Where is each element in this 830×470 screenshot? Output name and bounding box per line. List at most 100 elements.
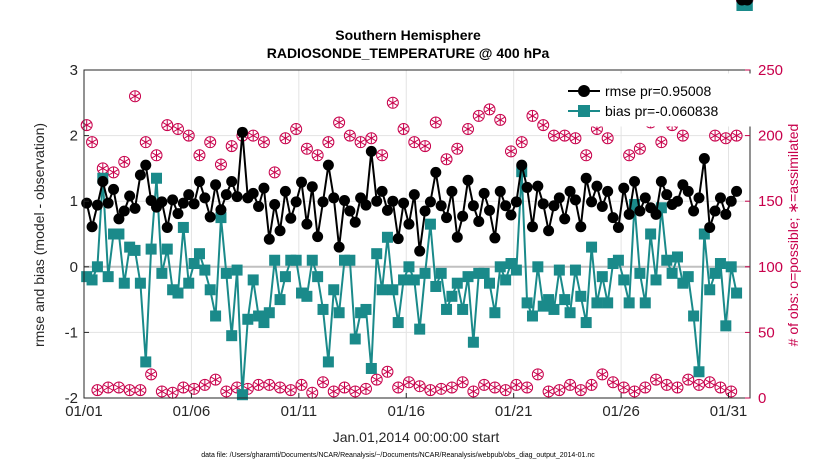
obs-assimilated-marker: [356, 137, 366, 148]
obs-assimilated-stroke: [372, 376, 382, 383]
obs-possible-marker: [134, 384, 147, 397]
bias-point: [731, 287, 743, 299]
obs-assimilated-stroke: [173, 126, 183, 132]
bias-point: [199, 264, 211, 276]
bias-point: [365, 362, 377, 374]
rmse-point: [473, 216, 485, 228]
rmse-point: [484, 204, 496, 216]
rmse-point: [210, 179, 222, 191]
obs-assimilated-marker: [608, 377, 618, 388]
obs-assimilated-marker: [495, 114, 505, 125]
rmse-point: [671, 195, 683, 207]
obs-possible-marker: [655, 136, 668, 149]
rmse-point: [328, 192, 340, 204]
bias-point: [414, 323, 426, 335]
bias-point: [306, 254, 318, 266]
obs-assimilated-stroke: [694, 381, 704, 388]
obs-assimilated-marker: [253, 379, 264, 390]
rmse-point: [193, 176, 205, 188]
obs-assimilated-stroke: [506, 148, 516, 155]
obs-assimilated-stroke: [366, 135, 376, 142]
chart-subtitle: RADIOSONDE_TEMPERATURE @ 400 hPa: [267, 45, 550, 61]
obs-possible-marker: [725, 385, 738, 398]
chart-title: Southern Hemisphere: [335, 27, 481, 43]
bias-point: [253, 310, 265, 322]
obs-possible-marker: [456, 376, 469, 389]
rmse-point: [156, 196, 168, 208]
y-tick-label: -1: [65, 324, 78, 341]
obs-possible-marker: [607, 376, 620, 389]
obs-assimilated-stroke: [184, 132, 194, 139]
bias-point: [231, 264, 243, 276]
rmse-point: [714, 192, 726, 204]
x-tick-label: 01/31: [710, 403, 748, 420]
rmse-point: [387, 195, 399, 207]
obs-assimilated-stroke: [597, 371, 607, 378]
bias-point: [403, 261, 415, 273]
obs-assimilated-marker: [570, 133, 581, 144]
obs-assimilated-stroke: [151, 152, 162, 159]
obs-possible-marker: [682, 373, 695, 386]
obs-assimilated-stroke: [221, 388, 231, 395]
bias-point: [269, 254, 281, 266]
bias-point: [602, 297, 614, 309]
bias-point: [618, 274, 630, 286]
obs-assimilated-marker: [302, 143, 312, 154]
obs-assimilated-marker: [103, 382, 113, 393]
obs-possible-marker: [515, 136, 528, 149]
rmse-point: [215, 204, 227, 216]
bias-point: [172, 287, 184, 299]
obs-assimilated-stroke: [463, 126, 473, 132]
obs-assimilated-stroke: [270, 169, 280, 176]
obs-possible-marker: [118, 155, 131, 168]
rmse-point: [731, 185, 743, 197]
rmse-point: [494, 185, 506, 197]
obs-possible-marker: [531, 368, 544, 381]
bias-point: [526, 310, 538, 322]
obs-possible-marker: [730, 129, 743, 142]
bias-point: [424, 218, 436, 230]
obs-assimilated-marker: [506, 146, 516, 157]
obs-assimilated-stroke: [415, 383, 425, 390]
bias-point: [580, 317, 592, 329]
obs-assimilated-stroke: [656, 139, 666, 146]
bias-point: [204, 284, 216, 296]
obs-possible-marker: [714, 381, 727, 394]
bias-point: [134, 277, 146, 289]
bias-point: [344, 254, 356, 266]
bias-point: [274, 294, 286, 306]
y2-tick-label: 0: [758, 390, 766, 407]
obs-assimilated-stroke: [248, 132, 258, 139]
obs-assimilated-marker: [468, 386, 478, 397]
obs-assimilated-stroke: [345, 132, 355, 139]
obs-possible-marker: [429, 116, 442, 129]
rmse-point: [263, 233, 275, 245]
obs-assimilated-marker: [393, 382, 403, 393]
obs-assimilated-marker: [597, 369, 607, 380]
obs-assimilated-stroke: [211, 376, 221, 383]
x-axis-label: Jan.01,2014 00:00:00 start: [333, 429, 500, 445]
rmse-point: [279, 185, 291, 197]
obs-possible-marker: [338, 381, 351, 394]
obs-assimilated-stroke: [103, 384, 113, 391]
bias-point: [312, 271, 324, 283]
obs-possible-marker: [139, 136, 152, 149]
obs-assimilated-stroke: [98, 165, 108, 172]
obs-possible-marker: [311, 149, 324, 162]
bias-point: [709, 267, 721, 279]
obs-assimilated-marker: [479, 379, 489, 390]
legend-bias-marker: [578, 105, 590, 117]
rmse-point: [140, 159, 152, 171]
rmse-point: [639, 192, 651, 204]
obs-possible-marker: [333, 116, 346, 129]
rmse-point: [698, 153, 710, 165]
obs-assimilated-stroke: [125, 387, 135, 394]
obs-assimilated-stroke: [635, 145, 645, 152]
rmse-point: [290, 196, 302, 208]
obs-assimilated-stroke: [275, 384, 285, 391]
obs-assimilated-marker: [264, 379, 274, 390]
rmse-point: [392, 233, 404, 245]
obs-assimilated-marker: [463, 124, 473, 135]
rmse-point: [569, 194, 581, 206]
rmse-point: [408, 189, 420, 201]
